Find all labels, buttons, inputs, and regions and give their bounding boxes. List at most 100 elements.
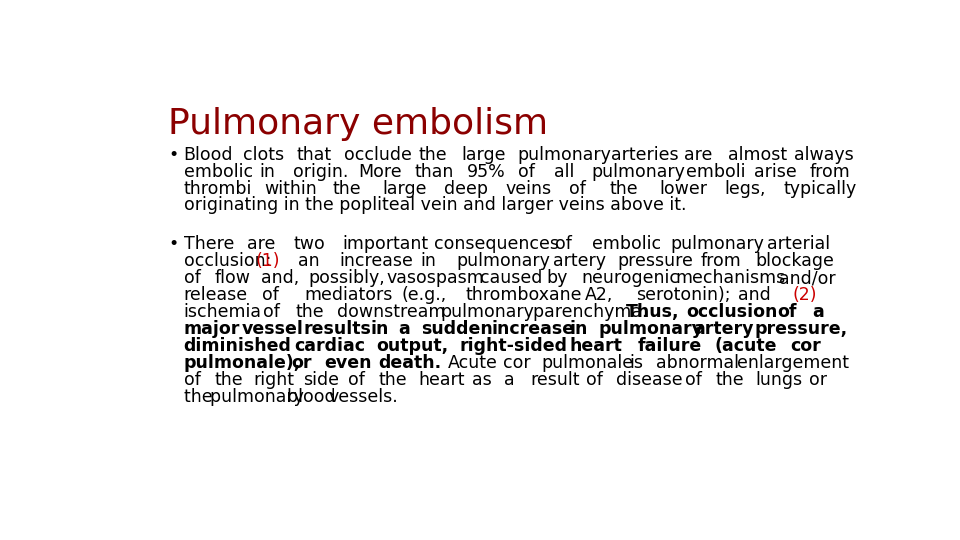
Text: a: a — [504, 371, 515, 389]
Text: enlargement: enlargement — [737, 354, 850, 372]
Text: •: • — [168, 146, 179, 164]
Text: occlude: occlude — [345, 146, 412, 164]
Text: •: • — [168, 235, 179, 253]
Text: than: than — [414, 163, 453, 180]
Text: is: is — [629, 354, 643, 372]
Text: (2): (2) — [793, 286, 817, 304]
Text: of: of — [263, 303, 280, 321]
Text: or: or — [809, 371, 828, 389]
Text: are: are — [684, 146, 712, 164]
Text: of: of — [685, 371, 702, 389]
Text: of: of — [778, 303, 797, 321]
Text: (1): (1) — [255, 252, 280, 271]
Text: pulmonary: pulmonary — [456, 252, 550, 271]
Text: all: all — [554, 163, 574, 180]
Text: side: side — [302, 371, 339, 389]
Text: embolic: embolic — [592, 235, 661, 253]
Text: Acute: Acute — [447, 354, 497, 372]
Text: consequences: consequences — [434, 235, 559, 253]
Text: and/or: and/or — [779, 269, 835, 287]
Text: important: important — [343, 235, 428, 253]
Text: A2,: A2, — [586, 286, 613, 304]
Text: There: There — [183, 235, 234, 253]
Text: veins: veins — [506, 179, 552, 198]
Text: of: of — [183, 269, 201, 287]
Text: lower: lower — [660, 179, 708, 198]
Text: mechanisms: mechanisms — [675, 269, 785, 287]
Text: More: More — [358, 163, 402, 180]
Text: results: results — [303, 320, 372, 338]
Text: in: in — [569, 320, 588, 338]
Text: occlusion:: occlusion: — [183, 252, 276, 271]
Text: large: large — [462, 146, 506, 164]
Text: pulmonale: pulmonale — [541, 354, 634, 372]
Text: disease: disease — [616, 371, 683, 389]
Text: emboli: emboli — [686, 163, 746, 180]
Text: the: the — [214, 371, 243, 389]
Text: 95%: 95% — [467, 163, 505, 180]
Text: pulmonary: pulmonary — [670, 235, 764, 253]
Text: lungs: lungs — [756, 371, 803, 389]
Text: cardiac: cardiac — [294, 337, 365, 355]
Text: parenchyma.: parenchyma. — [533, 303, 653, 321]
Text: neurogenic: neurogenic — [581, 269, 679, 287]
Text: downstream: downstream — [337, 303, 445, 321]
Text: failure: failure — [637, 337, 702, 355]
Text: the: the — [716, 371, 744, 389]
Text: the: the — [378, 371, 407, 389]
Text: arise: arise — [754, 163, 797, 180]
Text: artery: artery — [693, 320, 754, 338]
Text: large: large — [382, 179, 427, 198]
Text: flow: flow — [215, 269, 251, 287]
Text: legs,: legs, — [724, 179, 766, 198]
Text: pulmonary: pulmonary — [517, 146, 611, 164]
Text: Blood: Blood — [183, 146, 233, 164]
Text: origin.: origin. — [294, 163, 348, 180]
Text: clots: clots — [243, 146, 284, 164]
Text: release: release — [183, 286, 248, 304]
Text: death.: death. — [378, 354, 442, 372]
Text: almost: almost — [728, 146, 786, 164]
Text: originating in the popliteal vein and larger veins above it.: originating in the popliteal vein and la… — [183, 197, 686, 214]
Text: Pulmonary embolism: Pulmonary embolism — [168, 107, 548, 141]
Text: arterial: arterial — [767, 235, 830, 253]
Text: in: in — [370, 320, 389, 338]
Text: vasospasm: vasospasm — [386, 269, 484, 287]
Text: heart: heart — [419, 371, 465, 389]
Text: that: that — [296, 146, 331, 164]
Text: pulmonale),: pulmonale), — [183, 354, 300, 372]
Text: or: or — [292, 354, 312, 372]
Text: a: a — [812, 303, 824, 321]
Text: ischemia: ischemia — [183, 303, 261, 321]
Text: pressure: pressure — [617, 252, 693, 271]
Text: right: right — [253, 371, 295, 389]
Text: the: the — [183, 388, 218, 406]
Text: pressure,: pressure, — [755, 320, 848, 338]
Text: pulmonary: pulmonary — [210, 388, 309, 406]
Text: serotonin);: serotonin); — [636, 286, 731, 304]
Text: of: of — [348, 371, 365, 389]
Text: mediators: mediators — [304, 286, 393, 304]
Text: the: the — [296, 303, 324, 321]
Text: artery: artery — [553, 252, 606, 271]
Text: heart: heart — [569, 337, 623, 355]
Text: pulmonary: pulmonary — [591, 163, 685, 180]
Text: two: two — [294, 235, 325, 253]
Text: vessels.: vessels. — [329, 388, 398, 406]
Text: thromboxane: thromboxane — [466, 286, 583, 304]
Text: the: the — [610, 179, 638, 198]
Text: thrombi: thrombi — [183, 179, 252, 198]
Text: cor: cor — [503, 354, 531, 372]
Text: Thus,: Thus, — [626, 303, 679, 321]
Text: from: from — [809, 163, 850, 180]
Text: deep: deep — [444, 179, 489, 198]
Text: of: of — [586, 371, 603, 389]
Text: of: of — [569, 179, 586, 198]
Text: sudden: sudden — [421, 320, 493, 338]
Text: caused: caused — [480, 269, 542, 287]
Text: blockage: blockage — [756, 252, 834, 271]
Text: even: even — [324, 354, 372, 372]
Text: of: of — [518, 163, 536, 180]
Text: pulmonary: pulmonary — [598, 320, 703, 338]
Text: result: result — [530, 371, 580, 389]
